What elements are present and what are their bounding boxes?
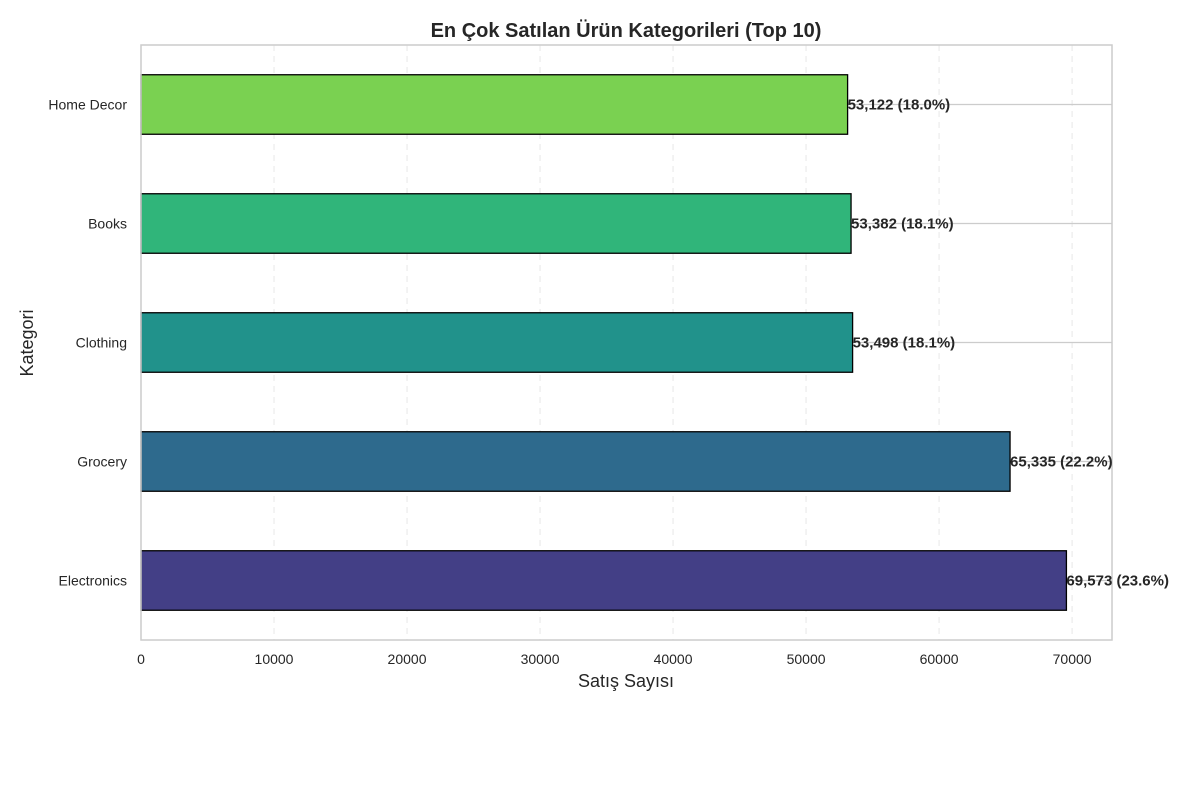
x-tick-label: 0 xyxy=(137,651,145,667)
x-tick-label: 60000 xyxy=(920,651,959,667)
data-label: 65,335 (22.2%) xyxy=(1010,454,1113,471)
y-tick-label: Electronics xyxy=(59,573,127,589)
chart-title: En Çok Satılan Ürün Kategorileri (Top 10… xyxy=(431,19,822,42)
bars xyxy=(140,74,1068,611)
y-ticks: Electronics Grocery Clothing Books Home Deco… xyxy=(48,97,127,589)
y-tick-label: Books xyxy=(88,216,127,232)
bar-home-decor xyxy=(140,74,849,135)
bar-clothing xyxy=(140,312,854,373)
x-tick-label: 10000 xyxy=(255,651,294,667)
y-tick-label: Grocery xyxy=(77,454,127,470)
plot-frame xyxy=(140,44,1113,641)
x-axis-label: Satış Sayısı xyxy=(578,671,674,691)
x-tick-label: 20000 xyxy=(388,651,427,667)
data-label: 53,122 (18.0%) xyxy=(848,97,951,114)
data-label: 53,382 (18.1%) xyxy=(851,216,954,233)
data-labels: 69,573 (23.6%) 65,335 (22.2%) 53,498 (18.1… xyxy=(848,97,1169,590)
x-tick-label: 50000 xyxy=(787,651,826,667)
x-tick-label: 70000 xyxy=(1053,651,1092,667)
data-label: 69,573 (23.6%) xyxy=(1066,573,1169,590)
y-axis-label: Kategori xyxy=(17,309,37,376)
bar-electronics xyxy=(140,550,1068,611)
bar-grocery xyxy=(140,431,1011,492)
data-label: 53,498 (18.1%) xyxy=(853,335,956,352)
y-tick-label: Clothing xyxy=(76,335,127,351)
y-tick-label: Home Decor xyxy=(48,97,127,113)
bar-books xyxy=(140,193,852,254)
x-tick-label: 30000 xyxy=(521,651,560,667)
x-ticks: 0 10000 20000 30000 40000 50000 60000 70000 xyxy=(137,651,1092,667)
x-tick-label: 40000 xyxy=(654,651,693,667)
